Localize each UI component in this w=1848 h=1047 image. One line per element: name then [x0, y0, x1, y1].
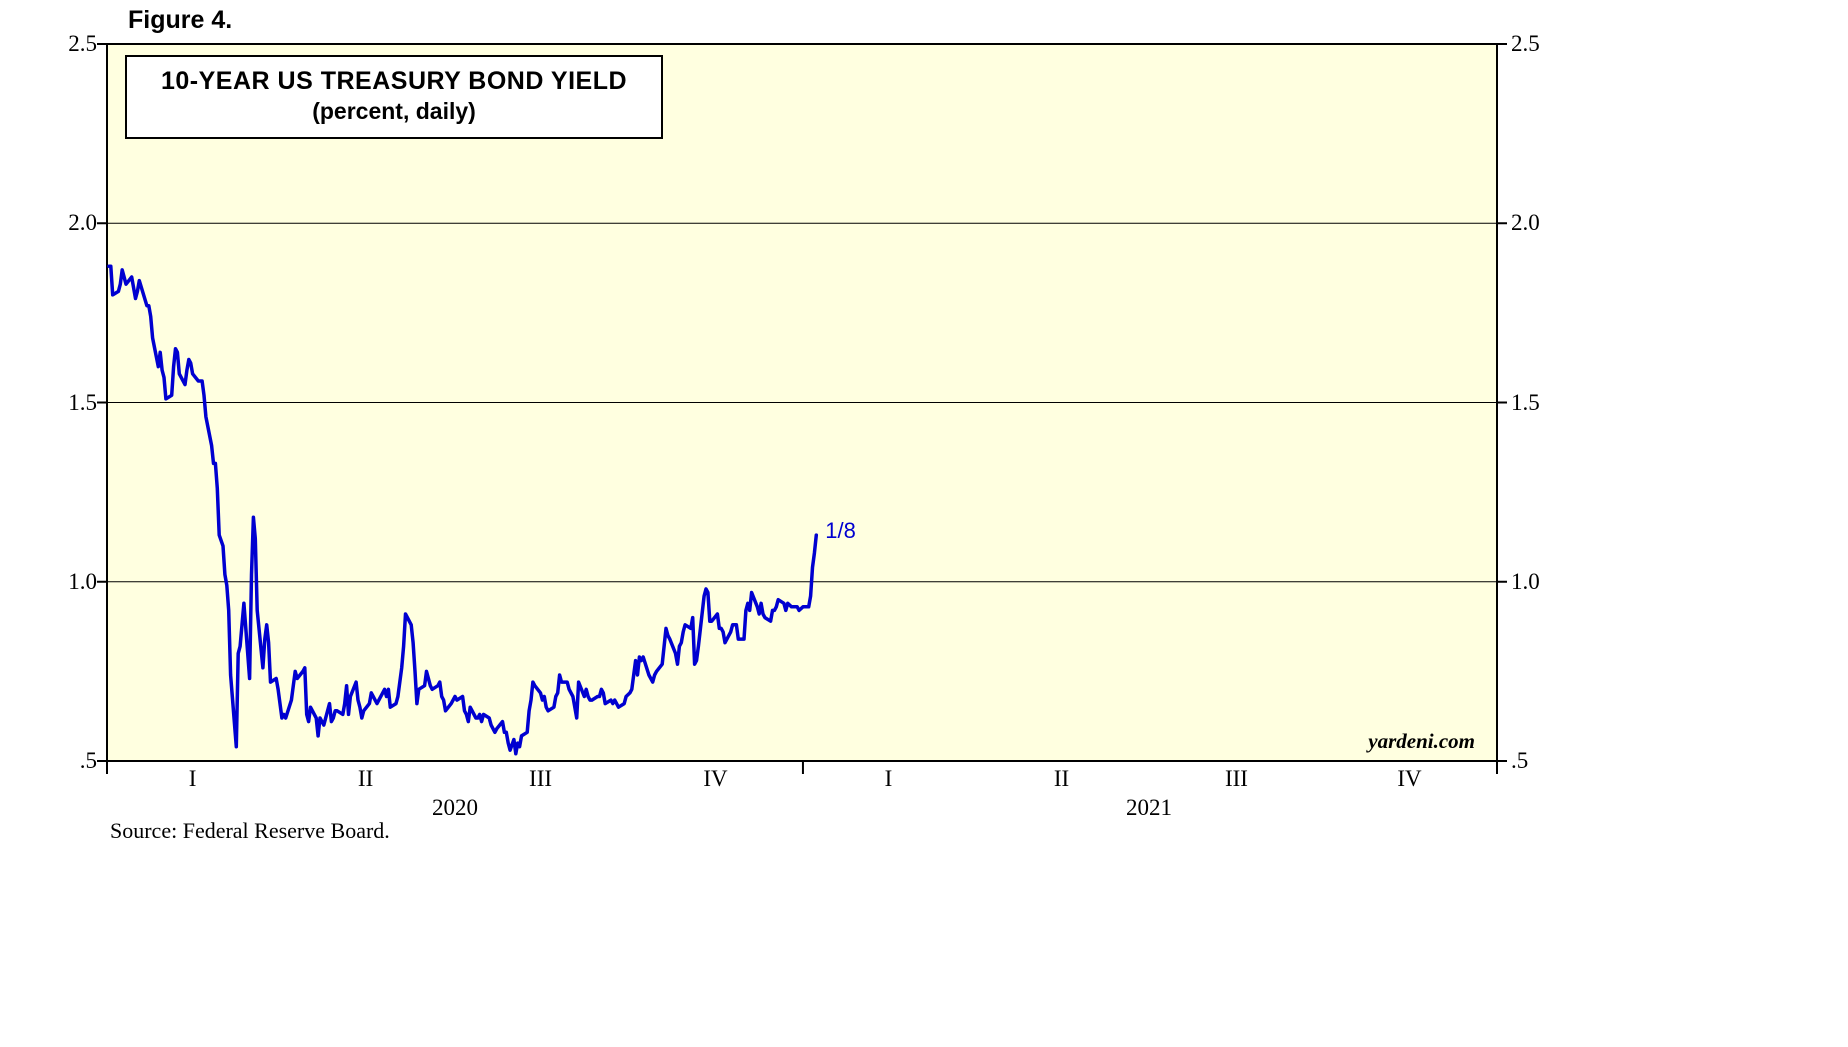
x-axis-quarter-label: III [529, 766, 553, 791]
yield-line [107, 264, 819, 756]
y-axis-label: 1.0 [68, 568, 97, 594]
y-axis-label: 2.0 [68, 210, 97, 236]
chart-title: 10-YEAR US TREASURY BOND YIELD [161, 67, 628, 95]
y-axis-label: .5 [1511, 748, 1529, 773]
y-axis-label: 1.5 [1511, 389, 1540, 415]
chart-subtitle: (percent, daily) [312, 98, 476, 124]
x-axis-quarter-label: I [884, 766, 893, 791]
x-axis-year-label: 2020 [431, 795, 478, 820]
x-axis-quarter-label: III [1224, 766, 1248, 791]
x-axis-quarter-label: IV [1397, 766, 1422, 791]
y-axis-label: 2.5 [1511, 31, 1540, 56]
y-axis-label: 2.0 [1511, 210, 1540, 236]
source-note: Source: Federal Reserve Board. [110, 818, 390, 843]
y-axis-label: 2.5 [68, 31, 97, 56]
x-axis-year-label: 2021 [1126, 795, 1173, 820]
last-point-annotation: 1/8 [825, 518, 856, 544]
x-axis-quarter-label: II [357, 766, 374, 791]
figure-label: Figure 4. [128, 6, 233, 34]
chart-title-box: 10-YEAR US TREASURY BOND YIELD (percent,… [125, 55, 664, 139]
x-axis-quarter-label: I [188, 766, 197, 791]
y-axis-label: 1.0 [1511, 568, 1540, 594]
plot-border [106, 43, 1498, 762]
y-axis-label: .5 [79, 748, 97, 773]
watermark: yardeni.com [1368, 729, 1475, 753]
x-axis-quarter-label: IV [703, 766, 728, 791]
x-axis-quarter-label: II [1053, 766, 1070, 791]
y-axis-label: 1.5 [68, 389, 97, 415]
